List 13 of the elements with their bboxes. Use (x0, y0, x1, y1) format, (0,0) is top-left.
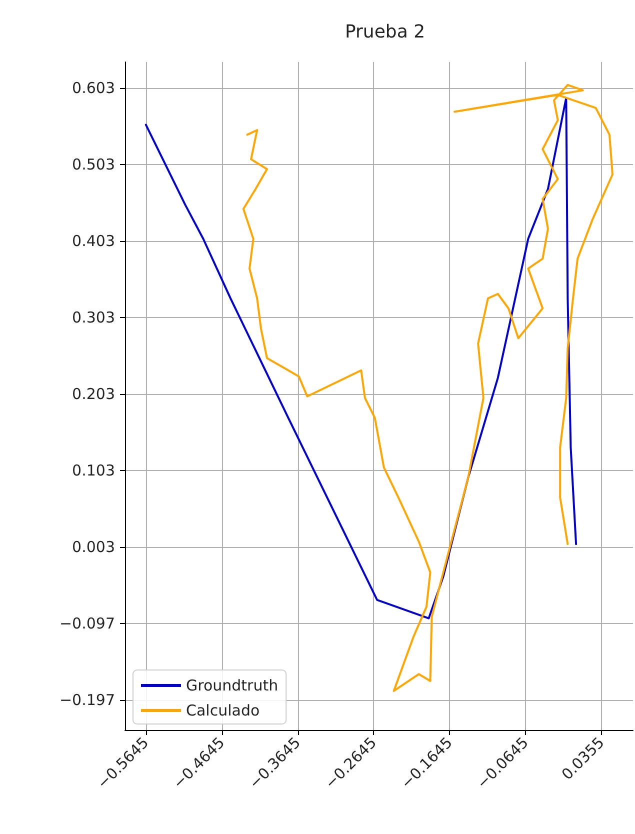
chart-title: Prueba 2 (344, 22, 426, 42)
legend-label: Groundtruth (186, 676, 278, 694)
y-tick-label: 0.503 (72, 156, 115, 174)
y-tick-label: −0.097 (59, 614, 115, 633)
y-tick-label: 0.303 (72, 308, 115, 327)
y-tick-label: 0.603 (72, 79, 115, 98)
y-tick-label: 0.403 (72, 232, 115, 250)
y-tick-label: −0.197 (59, 691, 115, 710)
y-tick-label: 0.003 (72, 538, 115, 556)
y-tick-label: 0.103 (72, 462, 115, 480)
legend-label: Calculado (186, 702, 260, 720)
y-tick-label: 0.203 (72, 385, 115, 404)
line-series (144, 96, 578, 620)
